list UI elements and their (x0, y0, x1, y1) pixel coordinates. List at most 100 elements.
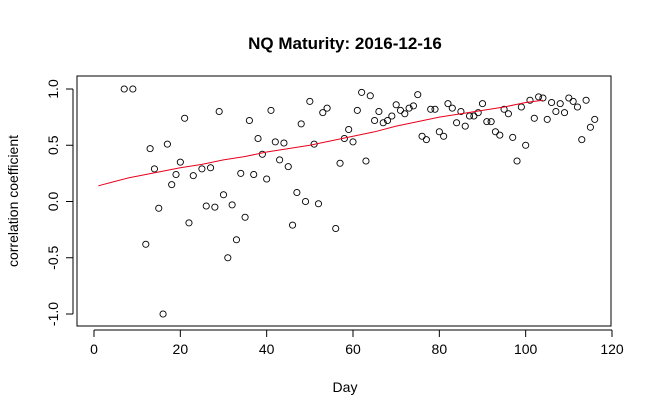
data-point (168, 181, 176, 189)
data-point (172, 170, 180, 179)
x-tick-label: 100 (514, 341, 538, 357)
data-point (513, 157, 521, 165)
x-tick-label: 80 (432, 341, 448, 357)
data-point (500, 105, 508, 113)
data-point (314, 200, 323, 208)
data-point (129, 85, 137, 93)
data-point (146, 145, 154, 153)
data-point (336, 159, 344, 167)
data-point (496, 131, 504, 139)
y-tick-label: 0.0 (45, 192, 61, 212)
data-point (474, 109, 482, 117)
data-point (431, 105, 439, 113)
data-point (189, 172, 197, 180)
data-point (453, 119, 461, 127)
data-point (444, 100, 452, 108)
plot-frame (76, 75, 612, 327)
data-point (591, 115, 599, 123)
data-point (258, 150, 266, 158)
data-point (237, 169, 245, 177)
x-tick-label: 40 (259, 341, 275, 357)
y-tick-label: -1.0 (45, 302, 61, 326)
data-point (478, 100, 487, 108)
data-point (560, 109, 569, 117)
data-point (366, 92, 374, 100)
data-point (345, 125, 353, 134)
data-point (491, 128, 500, 136)
data-point (198, 165, 206, 173)
data-point (276, 156, 284, 164)
chart-title: NQ Maturity: 2016-12-16 (248, 34, 442, 53)
data-point (301, 197, 310, 206)
data-point (422, 136, 430, 144)
data-point (206, 164, 215, 172)
data-point (427, 105, 435, 113)
trend-line (98, 99, 543, 187)
data-point (202, 202, 210, 210)
data-point (440, 132, 448, 140)
data-point (392, 101, 400, 109)
data-point (509, 133, 517, 141)
data-point (289, 221, 297, 229)
data-point (388, 112, 396, 120)
y-axis: -1.0 -0.5 0.0 0.5 1.0 (45, 79, 74, 326)
data-point (185, 219, 193, 227)
data-point (362, 157, 370, 165)
data-point (548, 98, 556, 107)
data-point (526, 96, 534, 104)
data-point (254, 134, 262, 143)
data-point (319, 109, 327, 117)
data-point (375, 107, 383, 116)
data-point (487, 118, 495, 126)
data-point (530, 114, 538, 122)
data-point (163, 140, 171, 148)
data-point (332, 224, 340, 233)
data-point (461, 122, 469, 130)
data-point (181, 114, 189, 122)
x-tick-label: 20 (173, 341, 189, 357)
data-point (323, 104, 331, 112)
x-tick-label: 0 (90, 341, 98, 357)
x-tick-label: 60 (345, 341, 361, 357)
data-point (250, 170, 258, 179)
data-point (379, 119, 387, 127)
data-point (582, 96, 590, 104)
data-point (358, 88, 366, 96)
data-point (539, 94, 547, 102)
data-point (280, 139, 288, 147)
data-point (405, 104, 413, 112)
x-tick-label: 120 (600, 341, 624, 357)
data-point (271, 138, 279, 146)
data-point (418, 132, 426, 140)
y-axis-title: correlation coefficient (5, 135, 21, 267)
data-point (522, 141, 530, 149)
data-point (155, 204, 163, 212)
data-point (267, 106, 275, 114)
data-point (120, 85, 128, 93)
data-point (578, 136, 586, 144)
data-point (457, 107, 465, 116)
data-point (401, 110, 409, 118)
data-point (224, 254, 232, 262)
data-point (565, 94, 573, 102)
data-point (215, 107, 223, 116)
data-point (470, 112, 478, 120)
data-point (211, 203, 219, 211)
data-point (569, 97, 577, 105)
data-point (228, 201, 236, 209)
data-point (176, 158, 184, 166)
data-point (517, 103, 525, 111)
data-point (142, 240, 150, 248)
data-point (504, 110, 512, 118)
data-point (383, 116, 392, 125)
data-point (573, 103, 582, 111)
data-point (297, 120, 305, 128)
data-point (552, 107, 560, 116)
data-point (435, 128, 443, 136)
data-point (535, 93, 543, 101)
data-point (241, 213, 249, 221)
data-point (219, 191, 228, 199)
data-point (414, 91, 422, 99)
data-point (263, 175, 271, 183)
